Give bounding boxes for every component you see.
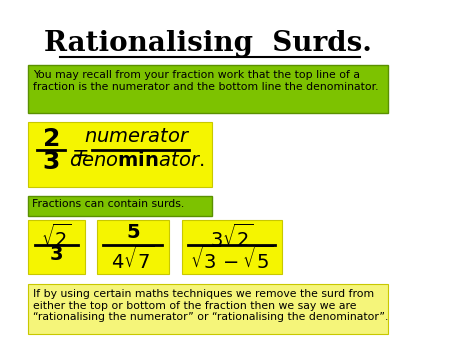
Text: $\sqrt{3}-\sqrt{5}$: $\sqrt{3}-\sqrt{5}$ (190, 246, 274, 273)
Text: Fractions can contain surds.: Fractions can contain surds. (32, 199, 184, 209)
Text: You may recall from your fraction work that the top line of a
fraction is the nu: You may recall from your fraction work t… (33, 70, 379, 92)
Text: $\mathbf{5}$: $\mathbf{5}$ (126, 224, 140, 242)
Text: $3\sqrt{2}$: $3\sqrt{2}$ (210, 224, 253, 251)
Text: $4\sqrt{7}$: $4\sqrt{7}$ (111, 246, 154, 273)
Text: Rationalising  Surds.: Rationalising Surds. (44, 30, 372, 57)
Text: $\mathbf{3}$: $\mathbf{3}$ (42, 151, 59, 174)
Text: If by using certain maths techniques we remove the surd from
either the top or b: If by using certain maths techniques we … (33, 289, 389, 322)
Text: $\mathbf{2}$: $\mathbf{2}$ (42, 128, 59, 151)
FancyBboxPatch shape (28, 65, 388, 113)
FancyBboxPatch shape (97, 220, 169, 274)
Text: $\mathbf{3}$: $\mathbf{3}$ (50, 246, 63, 264)
Text: $=$: $=$ (67, 144, 88, 163)
FancyBboxPatch shape (28, 122, 212, 187)
FancyBboxPatch shape (28, 284, 388, 334)
FancyBboxPatch shape (28, 220, 85, 274)
FancyBboxPatch shape (182, 220, 282, 274)
Text: $\mathit{deno}\mathbf{min}\mathit{ator.}$: $\mathit{deno}\mathbf{min}\mathit{ator.}… (69, 151, 204, 170)
Text: $\mathit{numerator}$: $\mathit{numerator}$ (84, 128, 190, 146)
FancyBboxPatch shape (28, 196, 212, 216)
Text: $\sqrt{2}$: $\sqrt{2}$ (41, 224, 72, 251)
